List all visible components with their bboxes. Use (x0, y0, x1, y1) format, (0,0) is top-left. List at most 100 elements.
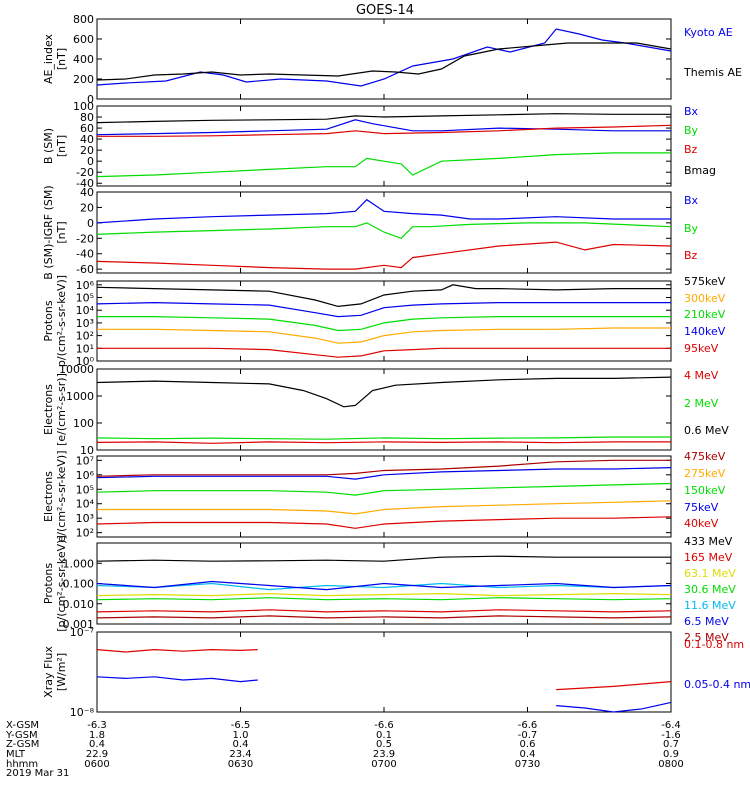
axis-value: 0.9 (663, 749, 679, 760)
series-line-by (96, 152, 671, 178)
series-line-275kev (97, 500, 672, 515)
series-line-0-1-0-8-nm (96, 648, 672, 691)
axis-value: -6.6 (374, 720, 394, 731)
panel-7: 0.001 0.010 0.100 1.000 Protons [p/(cm²-s-sr-… (42, 535, 736, 644)
legend-label: Bz (684, 143, 698, 156)
axis-value: -1.6 (661, 730, 681, 741)
legend-label: 210keV (684, 308, 726, 321)
y-tick-label: 10³ (76, 317, 94, 330)
axis-value: 0.5 (376, 739, 392, 750)
series-line-150kev (96, 482, 672, 496)
y-axis-label: Protons (42, 300, 55, 341)
legend-label: 165 MeV (684, 551, 733, 564)
series-line-by (96, 222, 672, 239)
y-tick-label: 400 (73, 53, 94, 66)
series-line-575kev (96, 284, 671, 308)
y-tick-label: -20 (76, 166, 94, 179)
y-tick-label: 10⁶ (76, 279, 95, 292)
y-axis-label: Xray Flux (42, 646, 55, 698)
series-line-0-6-mev (96, 376, 672, 408)
legend-label: By (684, 124, 699, 137)
series-line-11-6-mev (96, 582, 672, 591)
axis-value: -0.7 (518, 730, 538, 741)
panel-1: 0 200 400 600 800 AE_index [nT] Kyoto AE Themis … (42, 13, 742, 106)
legend-label: 433 MeV (684, 535, 733, 548)
axis-value: 23.4 (229, 749, 251, 760)
axis-value: -6.5 (231, 720, 251, 731)
axis-value: -6.3 (87, 720, 107, 731)
y-tick-label: 100 (73, 100, 94, 113)
series-line-75kev (96, 467, 672, 480)
legend-label: Bx (684, 105, 699, 118)
series-line-2-mev (96, 436, 671, 440)
legend-label: 30.6 MeV (684, 583, 736, 596)
legend-label: Bmag (684, 164, 716, 177)
plot-title: GOES-14 (356, 3, 414, 18)
series-line-63-1-mev (96, 592, 672, 597)
legend-label: 275keV (684, 467, 726, 480)
legend-label: 140keV (684, 325, 726, 338)
series-line-40kev (96, 516, 672, 529)
series-line-210kev (97, 316, 671, 332)
y-axis-label: p/(cm²-s-sr-keV)] (55, 275, 68, 367)
series-line-95kev (97, 347, 671, 358)
axis-value: 22.9 (86, 749, 108, 760)
series-line-bx (96, 119, 671, 136)
axis-row-label: X-GSM (6, 720, 39, 731)
y-tick-label: 1.000 (63, 557, 95, 570)
y-tick-label: 60 (80, 122, 94, 135)
legend-label: Kyoto AE (684, 26, 733, 39)
y-tick-label: 0 (87, 93, 94, 106)
series-line-2-5-mev (96, 615, 672, 619)
y-tick-label: 0.001 (63, 618, 95, 631)
y-tick-label: 0.010 (63, 598, 95, 611)
y-tick-label: 10⁻⁸ (70, 706, 95, 719)
y-tick-label: 0.100 (63, 578, 95, 591)
y-tick-label: 600 (73, 33, 94, 46)
y-tick-label: 0 (87, 155, 94, 168)
y-tick-label: 1000 (66, 390, 94, 403)
y-tick-label: 200 (73, 73, 94, 86)
legend-label: 150keV (684, 484, 726, 497)
legend-label: By (684, 222, 699, 235)
legend-label: Bx (684, 194, 699, 207)
series-line-kyoto-ae (96, 28, 672, 87)
axis-row-label: Z-GSM (6, 739, 39, 750)
y-tick-label: 800 (73, 13, 94, 26)
legend-label: Bz (684, 249, 698, 262)
axis-value: 1.8 (89, 730, 105, 741)
axis-value: -6.6 (518, 720, 538, 731)
legend-label: 6.5 MeV (684, 615, 729, 628)
y-axis-label: [p/(cm²-s-sr-keV)] (55, 535, 68, 632)
y-tick-label: 10³ (76, 512, 94, 525)
y-axis-label: B (SM) (42, 128, 55, 164)
axis-value: 0630 (228, 759, 253, 770)
panel-8: 10⁻⁸ 10⁻⁷ Xray Flux [W/m²] 0.1-0.8 nm 0.05-0.… (42, 626, 750, 719)
panel-frame (96, 455, 672, 538)
y-tick-label: 10² (76, 330, 94, 343)
legend-label: 4 MeV (684, 369, 719, 382)
y-axis-label: [nT] (55, 221, 68, 243)
axis-value: 1.0 (233, 730, 249, 741)
axis-value: 0.4 (89, 739, 105, 750)
y-tick-label: -60 (76, 263, 94, 276)
series-line-bz (96, 241, 672, 270)
series-line-433-mev (96, 555, 671, 562)
legend-label: 475keV (684, 450, 726, 463)
series-line-bz (97, 124, 672, 137)
legend-label: 95keV (684, 342, 719, 355)
panel-frame (96, 18, 672, 100)
y-axis-label: [e/(cm²-s-sr)] (55, 373, 68, 446)
axis-value: 0.6 (520, 739, 536, 750)
legend-label: 40keV (684, 517, 719, 530)
y-tick-label: 10¹ (76, 342, 94, 355)
legend-label: Themis AE (683, 66, 742, 79)
series-line-4-mev (96, 441, 671, 444)
axis-value: 0600 (84, 759, 109, 770)
y-tick-label: 10⁰ (76, 355, 95, 368)
series-line-140kev (96, 301, 671, 318)
